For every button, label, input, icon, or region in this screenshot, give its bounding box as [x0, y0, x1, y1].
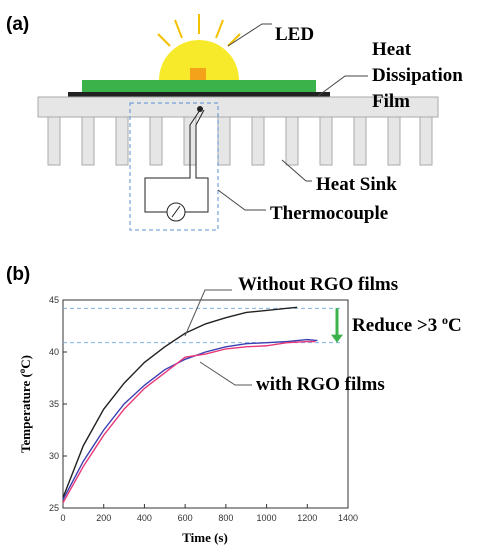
- y-tick-label: 45: [49, 295, 59, 305]
- y-label-part: C): [18, 355, 33, 369]
- x-tick-label: 1000: [257, 513, 277, 523]
- film-label: Heat: [372, 39, 412, 60]
- y-label-part: Temperature (: [18, 373, 33, 453]
- reduce-part: Reduce >3: [352, 315, 442, 336]
- led-label: LED: [275, 24, 314, 45]
- series-line: [63, 342, 315, 503]
- y-tick-label: 40: [49, 347, 59, 357]
- y-tick-label: 30: [49, 451, 59, 461]
- pcb: [82, 80, 316, 92]
- series-annotation: with RGO films: [256, 374, 385, 395]
- x-tick-label: 1200: [297, 513, 317, 523]
- series-line: [63, 340, 317, 500]
- heat-sink-label: Heat Sink: [316, 174, 397, 195]
- x-tick-label: 600: [178, 513, 193, 523]
- panel-label: (b): [6, 264, 30, 285]
- x-tick-label: 400: [137, 513, 152, 523]
- reduce-part: C: [448, 315, 462, 336]
- panel-label: (a): [6, 14, 29, 35]
- film: [68, 92, 330, 97]
- led-chip: [190, 68, 206, 80]
- y-tick-label: 25: [49, 503, 59, 513]
- x-tick-label: 800: [218, 513, 233, 523]
- x-tick-label: 1400: [338, 513, 358, 523]
- x-tick-label: 200: [96, 513, 111, 523]
- x-tick-label: 0: [60, 513, 65, 523]
- leader: [185, 290, 232, 336]
- x-axis-label: Time (s): [182, 530, 228, 545]
- y-axis-label: Temperature (oC): [17, 355, 33, 453]
- y-tick-label: 35: [49, 399, 59, 409]
- thermocouple-label: Thermocouple: [270, 203, 388, 224]
- film-label: Film: [372, 91, 410, 112]
- plot-frame: [63, 300, 348, 508]
- series-annotation: Without RGO films: [238, 274, 398, 295]
- film-label: Dissipation: [372, 65, 463, 86]
- reduce-arrowhead: [331, 335, 343, 343]
- reduce-label: Reduce >3 oC: [352, 313, 462, 336]
- junction: [197, 106, 203, 112]
- leader: [200, 362, 252, 385]
- figure: (a) LED Heat Dissipation Film Heat Sink …: [0, 0, 488, 548]
- series-line: [63, 307, 297, 497]
